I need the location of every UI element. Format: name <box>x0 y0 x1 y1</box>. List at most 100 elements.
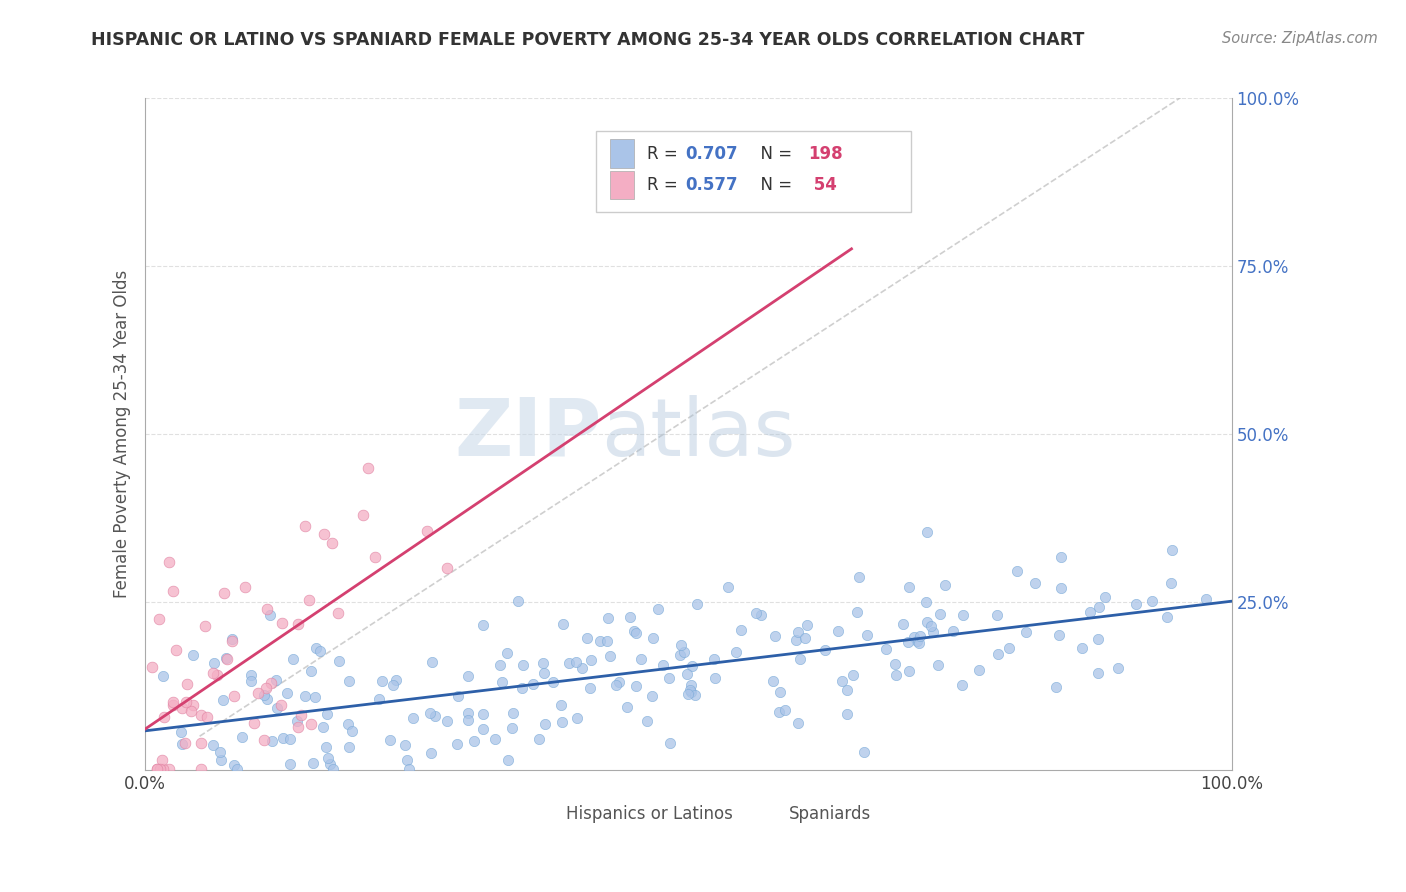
Point <box>1047 628 1070 642</box>
Point <box>356 461 378 475</box>
Point <box>605 678 627 692</box>
Point <box>676 667 699 681</box>
Point <box>749 607 772 622</box>
Point <box>221 633 243 648</box>
Point <box>190 736 212 750</box>
Point <box>1087 632 1109 646</box>
Point <box>312 720 335 734</box>
Point <box>457 706 479 720</box>
Point <box>908 629 931 643</box>
Point <box>579 681 602 696</box>
Point <box>212 586 235 600</box>
Point <box>217 652 239 666</box>
Point <box>491 674 513 689</box>
Point <box>256 692 278 706</box>
Point <box>153 710 176 724</box>
Point <box>922 625 945 640</box>
Point <box>527 732 550 747</box>
Point <box>853 745 876 759</box>
Point <box>396 753 419 767</box>
Point <box>446 737 468 751</box>
FancyBboxPatch shape <box>596 131 911 212</box>
Point <box>769 685 792 699</box>
Point <box>253 688 276 702</box>
Point <box>290 707 312 722</box>
Point <box>765 629 787 643</box>
Point <box>607 674 630 689</box>
Point <box>457 713 479 727</box>
Point <box>294 690 316 704</box>
Point <box>558 656 581 670</box>
Point <box>915 524 938 539</box>
Point <box>302 756 325 771</box>
Point <box>157 762 180 776</box>
Point <box>934 578 956 592</box>
Point <box>208 745 231 759</box>
Point <box>624 679 647 693</box>
Point <box>172 700 194 714</box>
Point <box>1070 640 1092 655</box>
Text: N =: N = <box>751 177 797 194</box>
Point <box>596 633 619 648</box>
Point <box>436 561 458 575</box>
Point <box>969 663 991 677</box>
Point <box>679 682 702 697</box>
Point <box>195 709 218 723</box>
Point <box>165 643 187 657</box>
Point <box>312 527 335 541</box>
Point <box>446 690 468 704</box>
Point <box>170 724 193 739</box>
Point <box>506 594 529 608</box>
Point <box>304 690 326 704</box>
Point <box>472 723 495 737</box>
Text: Source: ZipAtlas.com: Source: ZipAtlas.com <box>1222 31 1378 46</box>
Point <box>835 682 858 697</box>
Point <box>875 642 897 657</box>
Point <box>619 609 641 624</box>
Point <box>941 624 963 638</box>
Point <box>1107 661 1129 675</box>
Point <box>794 631 817 645</box>
Point <box>668 648 690 662</box>
Point <box>952 607 974 622</box>
Point <box>253 732 276 747</box>
Point <box>884 668 907 682</box>
Point <box>281 652 304 666</box>
Point <box>1045 680 1067 694</box>
Point <box>551 715 574 730</box>
Point <box>146 762 169 776</box>
Point <box>681 685 703 699</box>
Point <box>381 678 404 692</box>
Point <box>789 652 811 666</box>
Point <box>270 616 292 631</box>
Point <box>150 753 173 767</box>
Point <box>669 638 692 652</box>
Point <box>420 655 443 669</box>
Point <box>276 685 298 699</box>
Point <box>231 730 253 744</box>
Point <box>149 762 172 776</box>
Point <box>496 646 519 660</box>
Point <box>831 673 853 688</box>
Point <box>630 652 652 666</box>
Point <box>162 694 184 708</box>
Point <box>541 675 564 690</box>
Point <box>929 607 952 622</box>
Point <box>152 668 174 682</box>
Point <box>898 580 921 594</box>
Point <box>394 738 416 752</box>
Point <box>848 570 870 584</box>
Point <box>162 698 184 712</box>
Point <box>180 704 202 718</box>
Point <box>641 632 664 646</box>
Point <box>181 648 204 662</box>
Text: R =: R = <box>647 145 683 162</box>
Point <box>287 616 309 631</box>
Point <box>488 657 510 672</box>
Point <box>533 666 555 681</box>
Point <box>575 631 598 645</box>
Point <box>744 607 766 621</box>
Point <box>599 648 621 663</box>
Point <box>785 632 807 647</box>
Point <box>1161 543 1184 558</box>
